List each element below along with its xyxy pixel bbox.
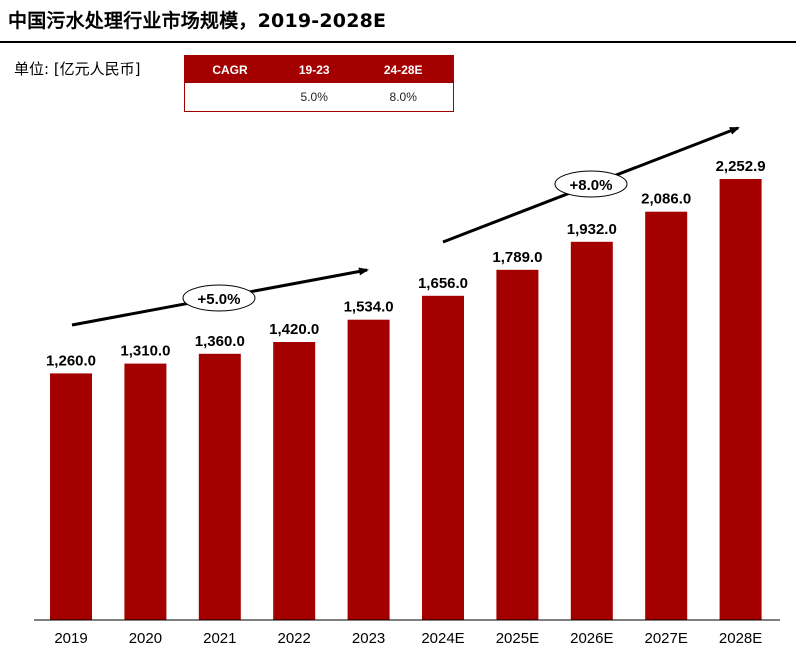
- bar-2023: [347, 319, 390, 620]
- value-label-2019: 1,260.0: [46, 352, 96, 369]
- bars-group: 1,260.0 2019 1,310.0 2020 1,360.0 2021 1,420.0…: [46, 158, 766, 647]
- category-label-2026E: 2026E: [570, 630, 613, 647]
- callout-label-2: +8.0%: [570, 177, 613, 194]
- cagr-value-row: 5.0% 8.0%: [185, 83, 454, 112]
- unit-label: 单位: [亿元人民币]: [14, 60, 141, 78]
- category-label-2028E: 2028E: [719, 630, 762, 647]
- bar-2022: [273, 342, 316, 620]
- bar-2019: [50, 373, 92, 620]
- bar-2026E: [570, 241, 613, 621]
- category-label-2023: 2023: [352, 630, 385, 647]
- cagr-value-period-1: 5.0%: [300, 90, 328, 104]
- cagr-header-label: CAGR: [184, 55, 275, 83]
- value-label-2021: 1,360.0: [195, 333, 245, 350]
- bar-2021: [198, 353, 241, 620]
- bar-2020: [124, 363, 167, 620]
- chart-title: 中国污水处理行业市场规模，2019-2028E: [8, 10, 387, 32]
- category-label-2019: 2019: [54, 630, 87, 647]
- callout-ellipse-2: [554, 170, 628, 198]
- value-label-2026E: 1,932.0: [567, 221, 617, 238]
- cagr-value-period-2: 8.0%: [389, 90, 417, 104]
- category-label-2021: 2021: [203, 630, 236, 647]
- bar-2027E: [645, 211, 688, 620]
- value-label-2028E: 2,252.9: [716, 158, 766, 175]
- category-label-2025E: 2025E: [496, 630, 539, 647]
- cagr-header-row: CAGR 19-23 24-28E: [184, 55, 454, 83]
- cagr-table: CAGR 19-23 24-28E 5.0% 8.0%: [184, 55, 454, 112]
- value-label-2024E: 1,656.0: [418, 275, 468, 292]
- bar-2028E: [719, 179, 762, 620]
- value-label-2022: 1,420.0: [269, 321, 319, 338]
- title-divider: [0, 41, 796, 43]
- cagr-header-period-1: 19-23: [275, 55, 354, 83]
- value-label-2027E: 2,086.0: [641, 191, 691, 208]
- trend-arrows: +5.0% +8.0%: [71, 126, 740, 327]
- category-label-2020: 2020: [129, 630, 162, 647]
- cagr-header-period-2: 24-28E: [353, 55, 454, 83]
- value-label-2020: 1,310.0: [120, 343, 170, 360]
- bar-2024E: [422, 295, 464, 620]
- value-label-2025E: 1,789.0: [492, 249, 542, 266]
- category-label-2022: 2022: [278, 630, 311, 647]
- callout-ellipse-1: [182, 284, 256, 312]
- callout-label-1: +5.0%: [198, 291, 241, 308]
- category-label-2027E: 2027E: [645, 630, 688, 647]
- value-label-2023: 1,534.0: [344, 299, 394, 316]
- category-label-2024E: 2024E: [421, 630, 464, 647]
- bar-2025E: [496, 269, 539, 620]
